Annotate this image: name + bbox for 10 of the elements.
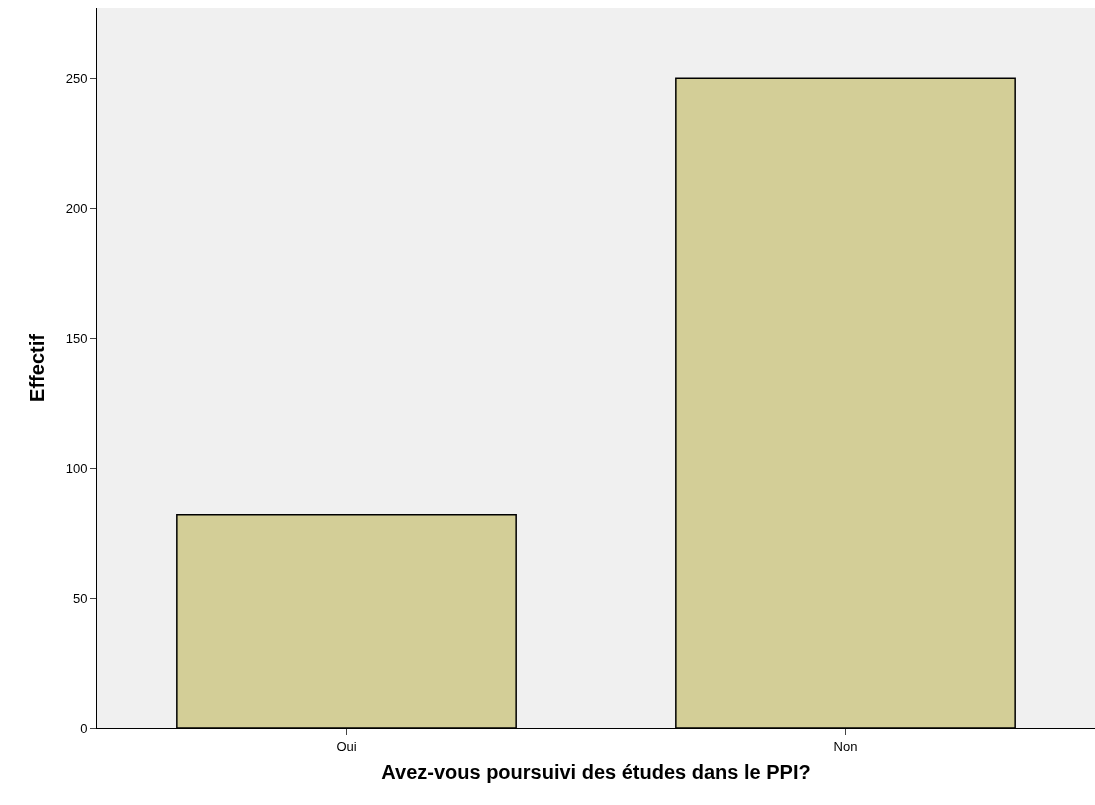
y-tick-label: 0 [80,720,88,736]
y-tick-label: 50 [72,590,88,606]
y-tick-label: 250 [65,70,88,86]
x-tick-label: Non [833,738,858,754]
y-tick-label: 200 [65,200,88,216]
y-tick-label: 150 [65,330,88,346]
y-tick-label: 100 [65,460,88,476]
x-tick-label: Oui [336,738,357,754]
x-axis-title: Avez-vous poursuivi des études dans le PPI? [381,761,811,784]
y-axis-title: Effectif [26,333,49,402]
